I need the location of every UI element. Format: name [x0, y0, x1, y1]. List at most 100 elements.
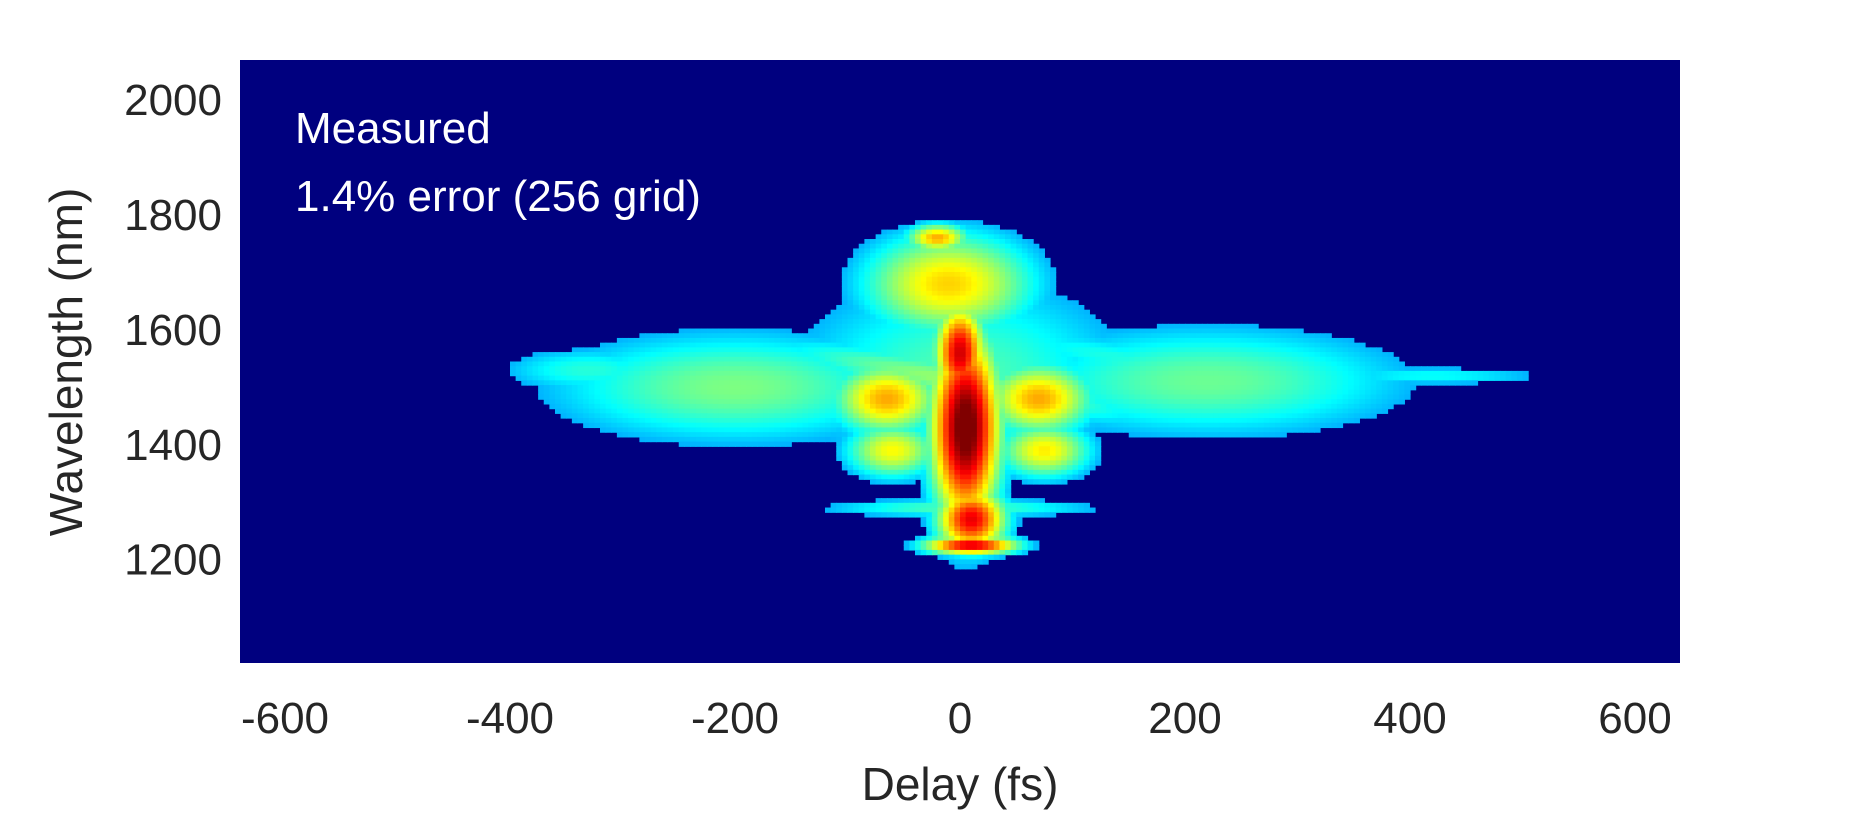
heatmap-cell — [903, 262, 910, 268]
heatmap-cell — [1089, 408, 1096, 414]
heatmap-cell — [1359, 380, 1366, 386]
heatmap-cell — [1055, 380, 1062, 386]
heatmap-cell — [926, 422, 933, 429]
heatmap-cell — [1083, 385, 1090, 391]
heatmap-cell — [960, 399, 967, 405]
heatmap-cell — [1083, 319, 1090, 325]
heatmap-cell — [954, 408, 961, 414]
heatmap-cell — [1280, 408, 1287, 414]
heatmap-cell — [740, 380, 747, 386]
heatmap-cell — [650, 389, 657, 396]
heatmap-cell — [1477, 370, 1484, 377]
heatmap-cell — [1021, 314, 1029, 320]
heatmap-cell — [903, 427, 910, 433]
heatmap-cell — [1308, 356, 1315, 363]
heatmap-cell — [898, 300, 905, 306]
heatmap-cell — [853, 253, 860, 259]
heatmap-cell — [915, 262, 922, 268]
heatmap-cell — [701, 436, 708, 443]
heatmap-cell — [1258, 375, 1265, 381]
heatmap-cell — [881, 451, 888, 457]
heatmap-cell — [667, 361, 674, 367]
heatmap-cell — [1320, 413, 1327, 419]
heatmap-cell — [1134, 352, 1141, 358]
heatmap-cell — [1263, 422, 1270, 429]
heatmap-cell — [571, 356, 579, 363]
heatmap-cell — [982, 281, 989, 287]
heatmap-cell — [1342, 342, 1349, 348]
heatmap-cell — [1179, 380, 1186, 386]
heatmap-cell — [667, 389, 674, 396]
heatmap-cell — [903, 422, 910, 429]
heatmap-cell — [926, 408, 933, 414]
heatmap-cell — [1488, 370, 1495, 377]
heatmap-cell — [1066, 370, 1074, 377]
heatmap-cell — [965, 267, 972, 273]
heatmap-cell — [661, 432, 669, 438]
heatmap-cell — [808, 408, 815, 414]
heatmap-cell — [796, 347, 804, 353]
heatmap-cell — [1263, 333, 1270, 339]
heatmap-cell — [1246, 394, 1254, 400]
heatmap-cell — [600, 361, 607, 367]
heatmap-cell — [740, 432, 747, 438]
heatmap-cell — [988, 300, 995, 306]
heatmap-cell — [723, 408, 730, 414]
heatmap-cell — [864, 361, 871, 367]
heatmap-cell — [915, 286, 922, 292]
heatmap-cell — [650, 361, 657, 367]
heatmap-cell — [560, 389, 567, 396]
heatmap-cell — [926, 380, 933, 386]
heatmap-cell — [1055, 436, 1062, 443]
heatmap-cell — [920, 418, 927, 424]
heatmap-cell — [588, 385, 595, 391]
heatmap-cell — [802, 380, 809, 386]
heatmap-cell — [1162, 427, 1169, 433]
heatmap-cell — [915, 413, 922, 419]
heatmap-cell — [920, 498, 927, 504]
heatmap-cell — [785, 375, 792, 381]
heatmap-cell — [943, 427, 950, 433]
heatmap-cell — [1055, 502, 1062, 509]
heatmap-cell — [616, 361, 624, 367]
heatmap-cell — [1151, 375, 1158, 381]
heatmap-cell — [571, 361, 579, 367]
heatmap-cell — [1325, 342, 1332, 348]
heatmap-cell — [718, 394, 725, 400]
heatmap-cell — [1083, 323, 1090, 330]
heatmap-cell — [948, 224, 955, 231]
heatmap-cell — [858, 380, 865, 386]
heatmap-cell — [870, 408, 877, 414]
heatmap-cell — [1381, 399, 1389, 405]
heatmap-cell — [898, 295, 905, 301]
heatmap-cell — [515, 361, 522, 367]
heatmap-cell — [1269, 427, 1276, 433]
heatmap-cell — [825, 380, 832, 386]
heatmap-cell — [661, 408, 669, 414]
heatmap-cell — [847, 436, 854, 443]
heatmap-cell — [976, 319, 984, 325]
heatmap-cell — [1235, 399, 1242, 405]
heatmap-cell — [971, 455, 978, 462]
heatmap-cell — [1224, 342, 1231, 348]
heatmap-cell — [847, 446, 854, 452]
heatmap-cell — [1010, 290, 1017, 297]
heatmap-cell — [903, 460, 910, 466]
heatmap-cell — [1303, 399, 1310, 405]
heatmap-cell — [791, 370, 798, 377]
heatmap-cell — [780, 347, 787, 353]
heatmap-cell — [971, 507, 978, 513]
heatmap-cell — [656, 413, 663, 419]
heatmap-cell — [695, 408, 702, 414]
heatmap-cell — [1213, 403, 1220, 410]
heatmap-cell — [735, 337, 742, 344]
heatmap-cell — [943, 262, 950, 268]
heatmap-cell — [1033, 413, 1040, 419]
heatmap-cell — [988, 323, 995, 330]
heatmap-cell — [656, 418, 663, 424]
heatmap-cell — [1044, 281, 1051, 287]
heatmap-cell — [976, 286, 984, 292]
heatmap-cell — [841, 413, 849, 419]
heatmap-cell — [999, 446, 1006, 452]
heatmap-cell — [982, 356, 989, 363]
